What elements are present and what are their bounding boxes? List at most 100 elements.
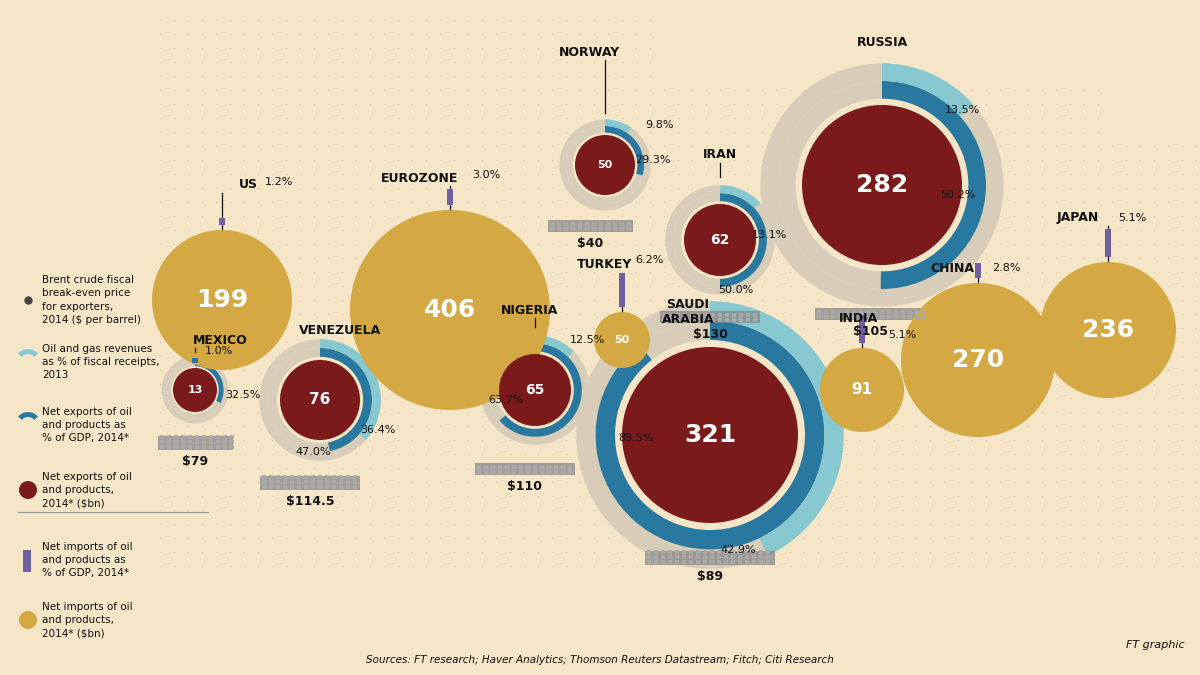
Circle shape xyxy=(684,204,756,276)
Text: VENEZUELA: VENEZUELA xyxy=(299,323,382,337)
Wedge shape xyxy=(778,81,986,289)
Text: FT graphic: FT graphic xyxy=(1127,640,1186,650)
Text: 5.1%: 5.1% xyxy=(888,330,917,340)
Text: 65: 65 xyxy=(526,383,545,397)
Wedge shape xyxy=(761,63,1003,306)
Text: US: US xyxy=(239,178,258,192)
Text: 5.1%: 5.1% xyxy=(1118,213,1146,223)
Wedge shape xyxy=(576,301,844,569)
Bar xyxy=(157,436,233,450)
Wedge shape xyxy=(488,343,582,437)
Wedge shape xyxy=(18,412,38,420)
Text: 199: 199 xyxy=(196,288,248,312)
Text: $130: $130 xyxy=(692,328,727,341)
Bar xyxy=(974,263,982,278)
Wedge shape xyxy=(673,193,767,287)
Text: 36.4%: 36.4% xyxy=(360,425,395,435)
Bar xyxy=(646,551,775,565)
Text: $105: $105 xyxy=(852,325,888,338)
Circle shape xyxy=(499,354,571,426)
Wedge shape xyxy=(167,361,223,418)
Circle shape xyxy=(280,360,360,440)
Text: $79: $79 xyxy=(182,455,208,468)
Circle shape xyxy=(575,135,635,195)
Circle shape xyxy=(901,283,1055,437)
Wedge shape xyxy=(320,340,380,440)
Circle shape xyxy=(622,347,798,523)
Wedge shape xyxy=(566,126,644,204)
Wedge shape xyxy=(499,343,582,437)
Text: $114.5: $114.5 xyxy=(286,495,335,508)
Wedge shape xyxy=(720,193,767,287)
Text: 236: 236 xyxy=(1082,318,1134,342)
Text: 50.2%: 50.2% xyxy=(940,190,976,200)
Bar xyxy=(815,308,925,320)
Text: Net exports of oil
and products,
2014* ($bn): Net exports of oil and products, 2014* (… xyxy=(42,472,132,508)
Wedge shape xyxy=(882,63,973,116)
Bar xyxy=(260,476,360,490)
Text: MEXICO: MEXICO xyxy=(193,333,247,346)
Circle shape xyxy=(802,105,962,265)
Wedge shape xyxy=(320,348,372,451)
Text: 47.0%: 47.0% xyxy=(295,447,330,457)
Text: Net imports of oil
and products as
% of GDP, 2014*: Net imports of oil and products as % of … xyxy=(42,542,133,578)
Text: INDIA: INDIA xyxy=(839,311,877,325)
Text: 2.8%: 2.8% xyxy=(992,263,1020,273)
Text: 9.8%: 9.8% xyxy=(646,120,673,130)
Wedge shape xyxy=(194,361,223,403)
Text: TURKEY: TURKEY xyxy=(577,259,632,271)
Bar xyxy=(1105,229,1111,257)
Text: NORWAY: NORWAY xyxy=(559,45,620,59)
Bar xyxy=(619,273,625,307)
Text: 76: 76 xyxy=(310,392,331,408)
Text: 63.7%: 63.7% xyxy=(488,395,523,405)
Circle shape xyxy=(1040,262,1176,398)
Text: 6.2%: 6.2% xyxy=(635,255,664,265)
Text: JAPAN: JAPAN xyxy=(1057,211,1099,225)
Wedge shape xyxy=(605,119,631,133)
Bar xyxy=(220,219,226,225)
Text: EUROZONE: EUROZONE xyxy=(382,171,458,184)
Bar xyxy=(446,188,454,205)
Text: Net imports of oil
and products,
2014* ($bn): Net imports of oil and products, 2014* (… xyxy=(42,602,133,638)
Text: 282: 282 xyxy=(856,173,908,197)
Bar xyxy=(192,358,198,363)
Text: NIGERIA: NIGERIA xyxy=(502,304,559,317)
Wedge shape xyxy=(595,321,824,549)
Text: 321: 321 xyxy=(684,423,736,447)
Text: CHINA: CHINA xyxy=(930,261,974,275)
Text: 50: 50 xyxy=(614,335,630,345)
Circle shape xyxy=(350,210,550,410)
Wedge shape xyxy=(595,321,824,549)
Text: 50: 50 xyxy=(598,160,613,170)
Text: 1.2%: 1.2% xyxy=(265,177,293,187)
Text: 91: 91 xyxy=(852,383,872,398)
Wedge shape xyxy=(605,126,644,176)
Text: 62: 62 xyxy=(710,233,730,247)
Text: 12.5%: 12.5% xyxy=(570,335,605,345)
Text: Net exports of oil
and products as
% of GDP, 2014*: Net exports of oil and products as % of … xyxy=(42,407,132,443)
Text: 3.0%: 3.0% xyxy=(472,170,500,180)
Circle shape xyxy=(19,481,37,499)
Bar xyxy=(859,315,865,343)
Text: 42.9%: 42.9% xyxy=(720,545,756,555)
Bar xyxy=(23,550,31,572)
Text: 29.3%: 29.3% xyxy=(635,155,671,165)
Circle shape xyxy=(594,312,650,368)
Text: $110: $110 xyxy=(508,480,542,493)
Text: 13.5%: 13.5% xyxy=(946,105,980,115)
Text: RUSSIA: RUSSIA xyxy=(857,36,907,49)
Wedge shape xyxy=(268,348,372,452)
Wedge shape xyxy=(881,81,986,289)
Wedge shape xyxy=(162,356,228,423)
Circle shape xyxy=(19,611,37,629)
Bar xyxy=(547,220,632,232)
Circle shape xyxy=(173,368,217,412)
Text: Brent crude fiscal
break-even price
for exporters,
2014 ($ per barrel): Brent crude fiscal break-even price for … xyxy=(42,275,140,325)
Text: 13: 13 xyxy=(187,385,203,395)
Wedge shape xyxy=(535,335,574,357)
Text: $40: $40 xyxy=(577,237,604,250)
Text: Oil and gas revenues
as % of fiscal receipts,
2013: Oil and gas revenues as % of fiscal rece… xyxy=(42,344,160,380)
Wedge shape xyxy=(665,185,775,295)
Text: SAUDI
ARABIA: SAUDI ARABIA xyxy=(661,298,714,326)
